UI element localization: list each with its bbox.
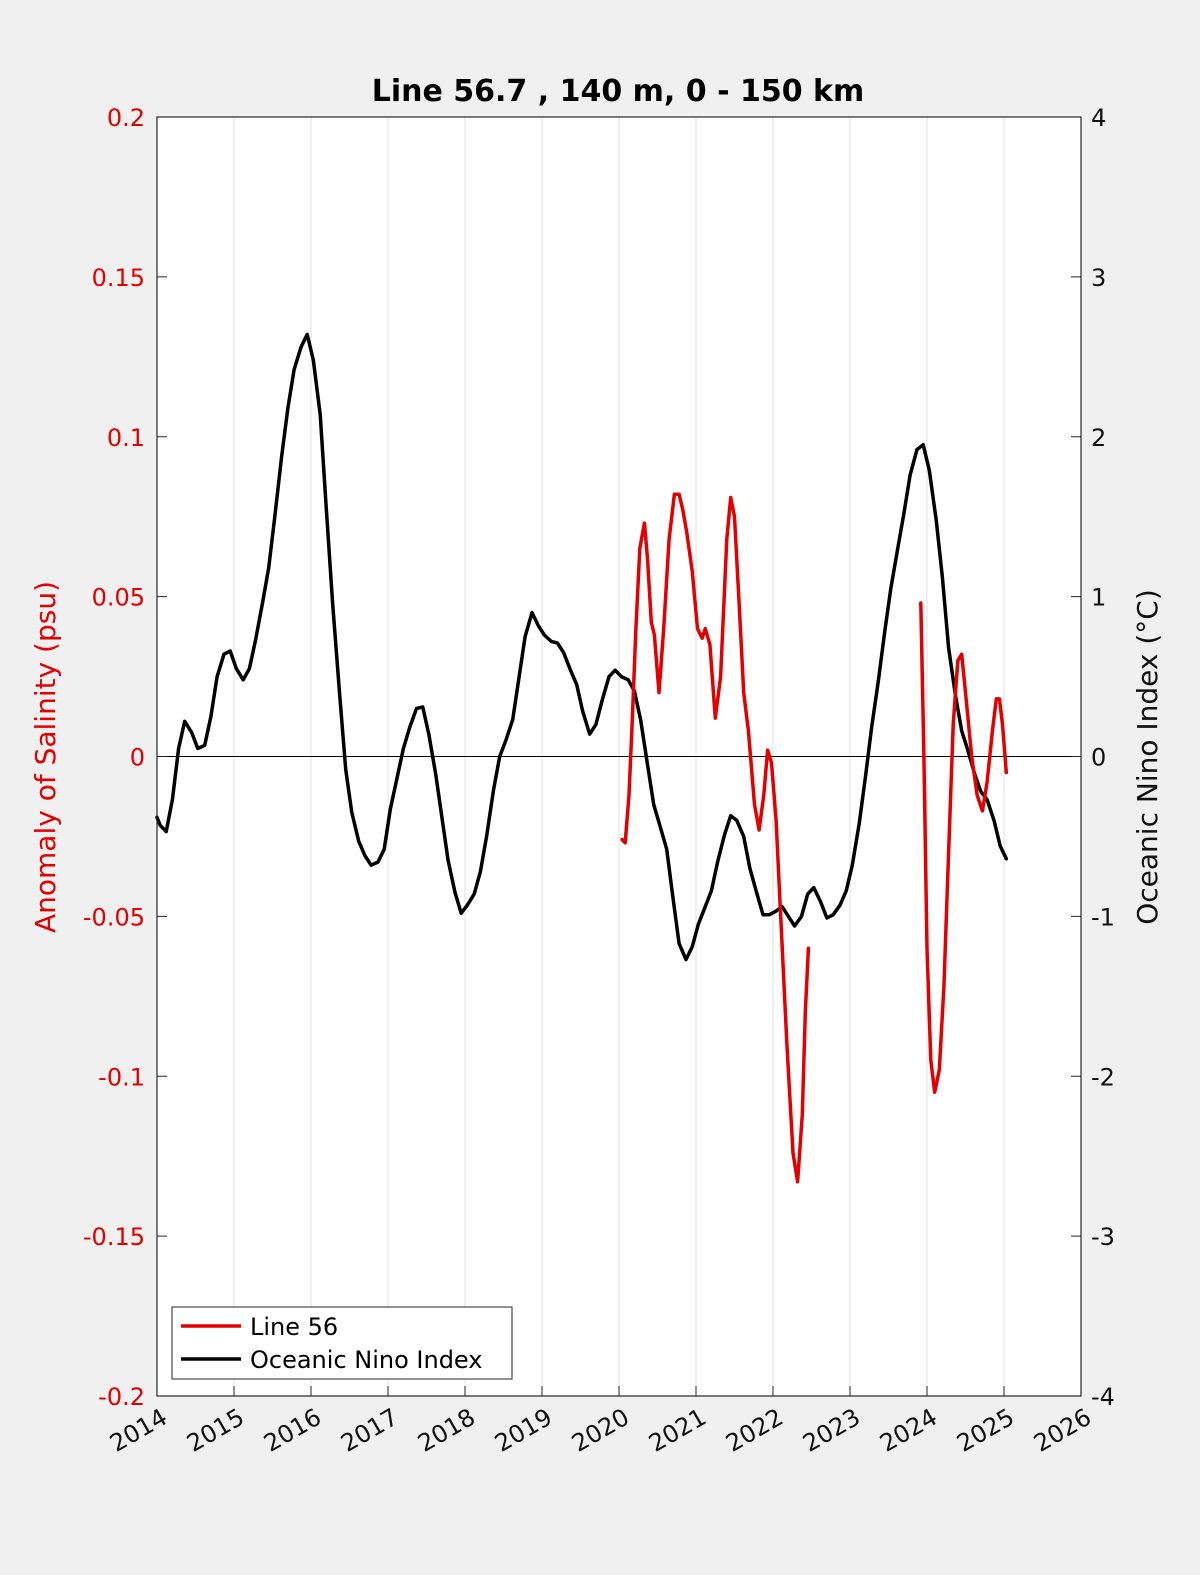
- right-tick-label: 0: [1091, 744, 1106, 772]
- right-tick-label: -1: [1091, 903, 1115, 931]
- chart-title: Line 56.7 , 140 m, 0 - 150 km: [372, 74, 865, 109]
- left-tick-label: -0.05: [83, 903, 145, 931]
- legend-label-oni: Oceanic Nino Index: [250, 1346, 482, 1374]
- left-tick-label: 0.1: [107, 424, 145, 452]
- left-tick-label: 0.05: [92, 584, 145, 612]
- right-tick-label: 3: [1091, 264, 1106, 292]
- legend: Line 56 Oceanic Nino Index: [171, 1306, 513, 1380]
- series-line-oceanic-nino-index: [155, 332, 1009, 962]
- right-tick-label: -2: [1091, 1063, 1115, 1091]
- right-tick-label: 2: [1091, 424, 1106, 452]
- left-tick-label: -0.15: [83, 1223, 145, 1251]
- left-tick-label: -0.2: [98, 1383, 145, 1411]
- left-axis: -0.2 -0.15 -0.1 -0.05 0 0.05 0.1 0.15 0.2: [83, 104, 167, 1411]
- left-axis-label: Anomaly of Salinity (psu): [29, 581, 62, 933]
- series-line-line-56-segment-1: [620, 492, 811, 1184]
- right-tick-label: 1: [1091, 584, 1106, 612]
- series-line-line-56-segment-2: [919, 601, 1009, 1094]
- left-tick-label: 0.2: [107, 104, 145, 132]
- right-tick-label: -3: [1091, 1223, 1115, 1251]
- right-axis-label: Oceanic Nino Index (°C): [1131, 589, 1164, 925]
- right-axis: -4 -3 -2 -1 0 1 2 3 4: [1071, 104, 1115, 1411]
- legend-label-line-56: Line 56: [250, 1313, 338, 1341]
- left-tick-label: 0.15: [92, 264, 145, 292]
- left-tick-label: -0.1: [98, 1063, 145, 1091]
- left-tick-label: 0: [130, 744, 145, 772]
- legend-box: [171, 1306, 513, 1380]
- right-tick-label: -4: [1091, 1383, 1115, 1411]
- series-layer: [155, 332, 1009, 1184]
- right-tick-label: 4: [1091, 104, 1106, 132]
